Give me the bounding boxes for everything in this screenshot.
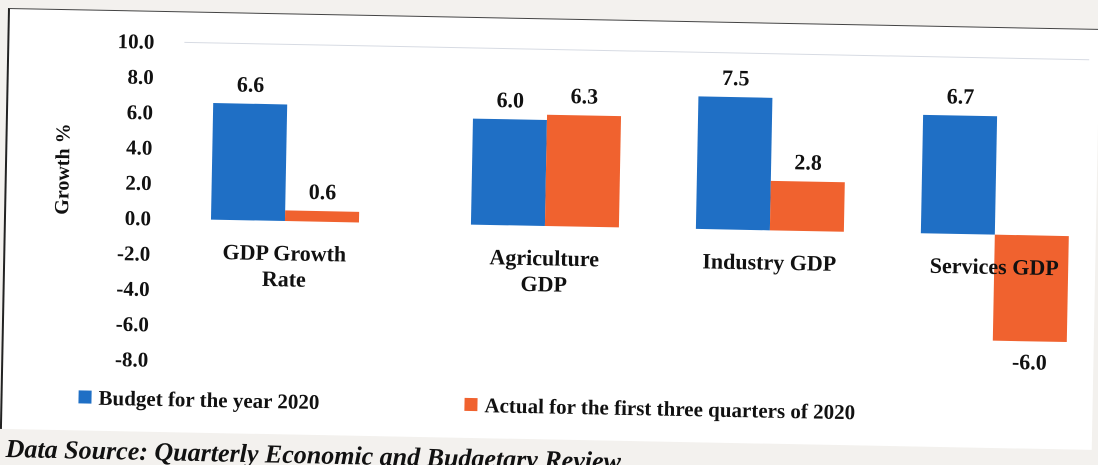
data-label: 6.6	[237, 71, 265, 97]
bar-budget-0	[210, 103, 288, 222]
legend-swatch-budget	[78, 390, 92, 404]
y-tick-label: 6.0	[127, 100, 154, 124]
data-label: 6.0	[496, 87, 524, 113]
y-tick-label: -8.0	[115, 347, 149, 372]
data-label: 6.7	[946, 83, 974, 109]
data-label: -6.0	[1012, 349, 1047, 375]
data-label: 2.8	[794, 149, 822, 175]
category-label: Services GDP	[930, 253, 1059, 280]
bar-budget-1	[470, 118, 547, 227]
legend-label: Budget for the year 2020	[98, 386, 319, 414]
y-tick-label: 4.0	[126, 135, 153, 159]
plot-top-rule	[184, 41, 1090, 61]
bar-budget-3	[920, 114, 998, 235]
bar-chart: 10.0 8.0 6.0 4.0 2.0 0.0 -2.0 -4.0 -6.0 -8.0 Growt…	[51, 29, 1090, 424]
bar-actual-0	[284, 210, 360, 223]
category-label: Industry GDP	[702, 248, 836, 276]
y-tick-label: -4.0	[116, 276, 150, 301]
category-label: Rate	[262, 266, 307, 292]
y-axis-title: Growth %	[51, 123, 75, 215]
chart-panel: 10.0 8.0 6.0 4.0 2.0 0.0 -2.0 -4.0 -6.0 -8.0 Growt…	[0, 8, 1098, 450]
bar-actual-3	[992, 234, 1069, 343]
data-label: 0.6	[309, 179, 337, 205]
bar-actual-2	[769, 180, 845, 232]
category-label: GDP Growth	[222, 239, 346, 266]
bar-actual-1	[544, 114, 622, 228]
category-label: Agriculture	[489, 244, 599, 271]
y-tick-label: 10.0	[117, 29, 154, 54]
y-tick-label: -2.0	[117, 241, 151, 266]
category-label: GDP	[520, 271, 567, 297]
bar-budget-2	[695, 96, 773, 231]
y-tick-label: 0.0	[125, 206, 152, 230]
legend-label: Actual for the first three quarters of 2…	[484, 393, 855, 424]
y-tick-label: 8.0	[127, 65, 154, 89]
plot-area	[178, 34, 1090, 386]
y-tick-label: 2.0	[125, 171, 152, 195]
data-label: 6.3	[570, 83, 598, 109]
data-label: 7.5	[722, 65, 750, 91]
legend-swatch-actual	[464, 397, 478, 412]
y-tick-label: -6.0	[115, 312, 149, 337]
